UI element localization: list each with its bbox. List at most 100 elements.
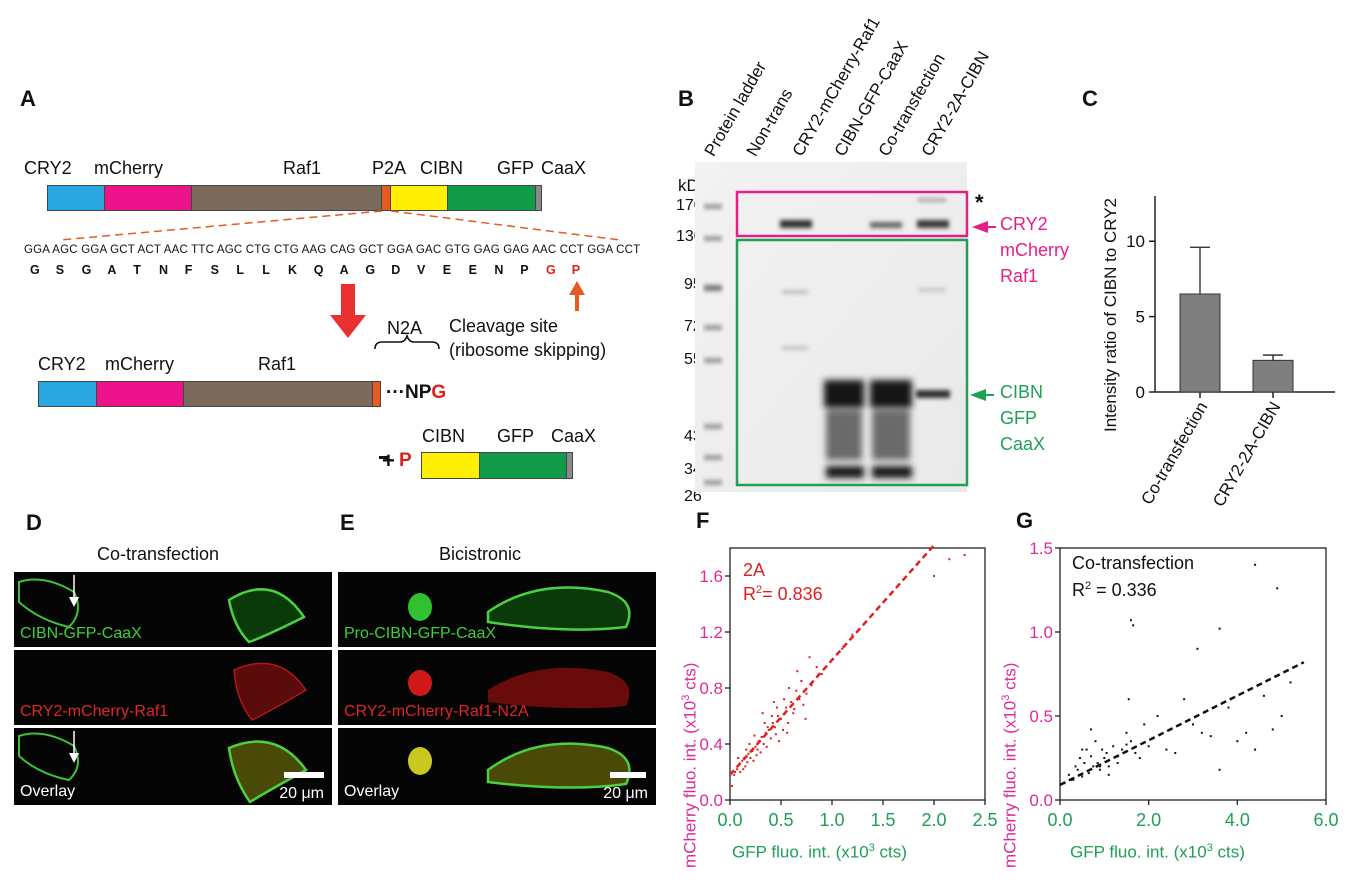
bottom-label-gfp: GFP xyxy=(497,426,535,446)
data-point xyxy=(759,751,762,754)
data-point xyxy=(1092,765,1095,768)
down-arrow xyxy=(330,284,366,338)
ladder-26: 26 xyxy=(684,488,702,505)
n2a-label: N2A xyxy=(387,318,423,338)
data-point xyxy=(815,666,818,668)
label-gfp: GFP xyxy=(497,158,535,178)
data-point xyxy=(761,712,764,715)
data-point xyxy=(1105,751,1108,754)
amino-acid: A xyxy=(107,263,117,277)
x-tick-label: 1.0 xyxy=(819,810,844,830)
micro-d-red-label: CRY2-mCherry-Raf1 xyxy=(20,703,169,720)
data-point xyxy=(1227,706,1230,709)
data-point xyxy=(1218,627,1221,630)
g-ylabel-b: 3 xyxy=(1000,694,1012,701)
bottom-label-caax: CaaX xyxy=(551,426,597,446)
connector-dash xyxy=(379,456,388,459)
data-point xyxy=(1280,715,1283,717)
data-point xyxy=(841,647,844,650)
data-point xyxy=(790,701,793,703)
panel-label-d: D xyxy=(26,510,42,535)
data-point xyxy=(1094,740,1097,743)
segment-cibn-b xyxy=(421,452,480,479)
cleavage-label-1: Cleavage site xyxy=(449,316,559,336)
data-point xyxy=(782,729,785,731)
data-point xyxy=(1147,745,1150,748)
data-point xyxy=(796,670,799,673)
data-point xyxy=(736,768,739,771)
label-mcherry: mCherry xyxy=(94,158,164,178)
data-point xyxy=(1107,773,1110,776)
data-point xyxy=(1096,762,1099,765)
data-point xyxy=(787,722,790,724)
data-point xyxy=(1134,751,1137,754)
band2-line1: CIBN xyxy=(1000,382,1044,402)
micro-e-overlay: Overlay 20 μm xyxy=(338,728,656,805)
data-point xyxy=(1218,768,1221,771)
f-ylabel-a: mCherry fluo. int. (x10 xyxy=(680,700,700,868)
x-tick-label: 0.0 xyxy=(717,810,742,830)
data-point xyxy=(800,680,803,682)
c-bar xyxy=(1179,293,1221,393)
amino-acid: K xyxy=(288,263,298,277)
data-point xyxy=(1087,772,1090,775)
data-point xyxy=(773,726,776,729)
data-point xyxy=(1103,757,1106,759)
g-ylabel-c: cts) xyxy=(1000,662,1020,695)
f-r2-sup: 2 xyxy=(756,584,763,596)
panel-label-a: A xyxy=(20,86,36,111)
segment-mcherry-b xyxy=(96,381,184,407)
green-arrow xyxy=(970,389,986,401)
data-point xyxy=(788,687,791,689)
cell-image-d3 xyxy=(18,731,324,804)
amino-acid: P xyxy=(520,263,529,277)
data-point xyxy=(802,703,805,706)
panel-label-e: E xyxy=(340,510,355,535)
amino-acid: E xyxy=(468,263,477,277)
data-point xyxy=(785,706,788,709)
data-point xyxy=(805,692,808,695)
f-r2: R2= 0.836 xyxy=(743,584,823,605)
panel-label-c: C xyxy=(1082,86,1098,111)
data-point xyxy=(783,698,786,701)
magenta-box xyxy=(735,190,969,238)
data-point xyxy=(1125,731,1128,734)
data-point xyxy=(792,712,795,715)
data-point xyxy=(760,736,763,738)
data-point xyxy=(763,722,766,724)
micro-e-red-label: CRY2-mCherry-Raf1-N2A xyxy=(344,703,529,720)
g-ylabel-a: mCherry fluo. int. (x10 xyxy=(1000,700,1020,868)
amino-acid: A xyxy=(339,263,349,277)
data-point xyxy=(1081,748,1084,751)
x-tick-label: 2.0 xyxy=(921,810,946,830)
data-point xyxy=(741,759,744,762)
data-point xyxy=(1262,694,1265,697)
data-point xyxy=(745,748,748,751)
data-point xyxy=(753,734,756,737)
micro-e-overlay-label: Overlay xyxy=(344,783,400,800)
data-point xyxy=(808,656,811,659)
data-point xyxy=(1138,757,1141,759)
f-ylabel-b: 3 xyxy=(680,694,692,701)
amino-acid: F xyxy=(184,263,193,277)
data-point xyxy=(752,759,755,762)
data-point xyxy=(739,771,742,773)
cleavage-label-2: (ribosome skipping) xyxy=(449,340,607,360)
data-point xyxy=(755,754,758,757)
data-point xyxy=(1196,647,1199,650)
y-tick-label: 0.0 xyxy=(1029,791,1053,810)
f-r2-value: = 0.836 xyxy=(762,584,823,604)
amino-acid: S xyxy=(55,263,65,277)
blot-bands xyxy=(780,198,950,398)
cell-image-e1 xyxy=(408,586,631,631)
data-point xyxy=(777,740,780,743)
amino-acid: L xyxy=(236,263,245,277)
band2-line2: GFP xyxy=(1000,408,1038,428)
mid-label-mcherry: mCherry xyxy=(105,354,175,374)
blot-dark-bands xyxy=(824,380,912,478)
data-point xyxy=(798,698,801,701)
data-point xyxy=(810,684,813,687)
green-box xyxy=(735,238,969,487)
data-point xyxy=(774,733,777,736)
mid-label-raf1: Raf1 xyxy=(258,354,297,374)
